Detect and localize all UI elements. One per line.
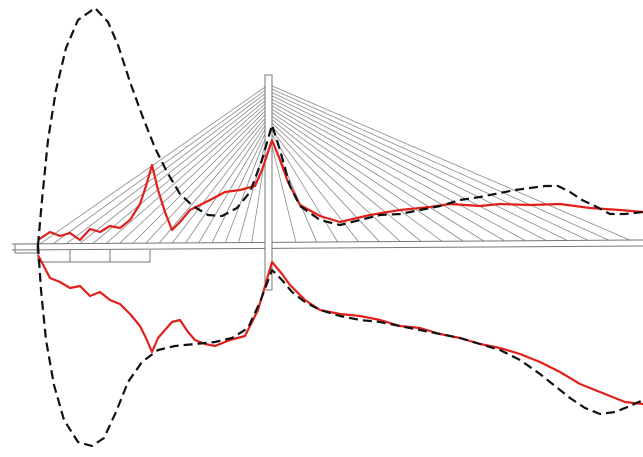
- pylon: [265, 75, 272, 290]
- bridge-envelope-diagram: [0, 0, 643, 457]
- background: [0, 0, 643, 457]
- pylon-shaft: [265, 75, 272, 290]
